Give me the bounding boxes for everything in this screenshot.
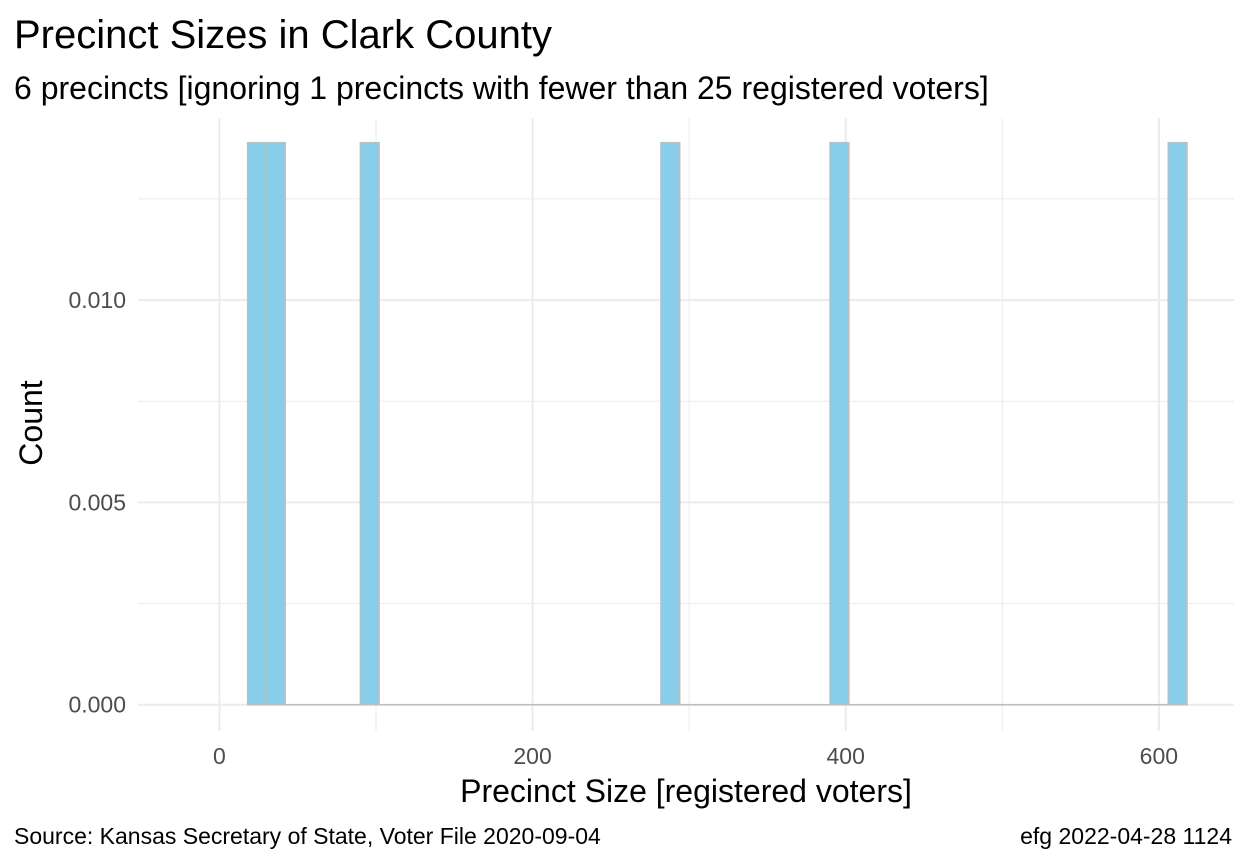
histogram-bar <box>661 143 680 705</box>
y-tick-label: 0.005 <box>68 489 126 515</box>
x-tick-label: 200 <box>513 743 551 769</box>
minor-gridlines <box>138 118 1234 731</box>
histogram-bar <box>360 143 379 705</box>
histogram-bars <box>248 143 1187 705</box>
x-tick-label: 0 <box>213 743 226 769</box>
histogram-bar <box>1168 143 1187 705</box>
chart-subtitle: 6 precincts [ignoring 1 precincts with f… <box>14 70 989 106</box>
y-axis-title: Count <box>13 380 49 466</box>
x-axis-title: Precinct Size [registered voters] <box>460 773 912 809</box>
x-tick-label: 400 <box>827 743 865 769</box>
x-axis-ticks: 0 200 400 600 <box>213 743 1178 769</box>
chart-title: Precinct Sizes in Clark County <box>14 13 552 57</box>
x-tick-label: 600 <box>1140 743 1178 769</box>
caption-stamp: efg 2022-04-28 1124 <box>1020 823 1232 849</box>
histogram-bar <box>266 143 285 705</box>
y-axis-ticks: 0.000 0.005 0.010 <box>68 287 126 718</box>
caption-source: Source: Kansas Secretary of State, Voter… <box>14 823 601 849</box>
histogram-bar <box>830 143 849 705</box>
major-gridlines <box>138 118 1234 731</box>
histogram-bar <box>248 143 267 705</box>
y-tick-label: 0.000 <box>68 692 126 718</box>
y-tick-label: 0.010 <box>68 287 126 313</box>
